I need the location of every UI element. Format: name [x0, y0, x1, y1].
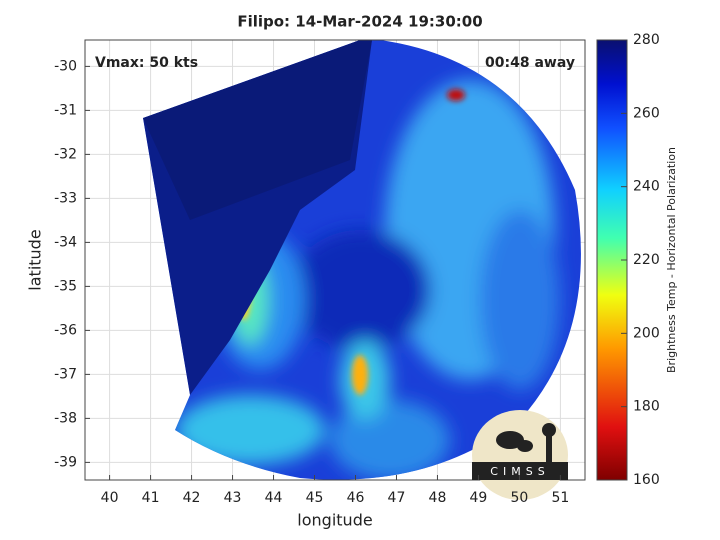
x-tick-label: 43 — [224, 490, 242, 506]
x-tick-label: 47 — [388, 490, 406, 506]
x-tick-label: 44 — [265, 490, 283, 506]
colorbar-tick-label: 220 — [633, 252, 660, 268]
colorbar-tick-label: 200 — [633, 325, 660, 341]
colorbar-tick-label: 280 — [633, 32, 660, 48]
x-tick-label: 51 — [551, 490, 569, 506]
y-tick-label: -37 — [54, 366, 77, 382]
x-tick-label: 46 — [347, 490, 365, 506]
x-tick-label: 50 — [511, 490, 529, 506]
y-tick-label: -36 — [54, 322, 77, 338]
y-tick-label: -39 — [54, 454, 77, 470]
colorbar-label: Brightness Temp - Horizontal Polarizatio… — [665, 147, 678, 373]
x-tick-label: 49 — [470, 490, 488, 506]
x-tick-label: 40 — [101, 490, 119, 506]
y-tick-label: -31 — [54, 102, 77, 118]
y-tick-label: -35 — [54, 278, 77, 294]
x-axis-label: longitude — [297, 511, 372, 530]
x-tick-label: 48 — [429, 490, 447, 506]
logo: CIMSS — [472, 410, 568, 500]
colorbar-tick-label: 260 — [633, 105, 660, 121]
colorbar-tick-label: 240 — [633, 179, 660, 195]
colorbar-tick-label: 160 — [633, 472, 660, 488]
annotation: 00:48 away — [485, 55, 575, 71]
imagery — [143, 40, 581, 480]
y-tick-label: -30 — [54, 58, 77, 74]
y-tick-label: -34 — [54, 234, 77, 250]
x-tick-label: 42 — [183, 490, 201, 506]
colorbar-tick-label: 180 — [633, 399, 660, 415]
x-tick-label: 45 — [306, 490, 324, 506]
y-tick-label: -33 — [54, 190, 77, 206]
y-tick-label: -38 — [54, 410, 77, 426]
logo-text: CIMSS — [490, 465, 549, 478]
y-axis-label: latitude — [26, 229, 45, 290]
y-tick-label: -32 — [54, 146, 77, 162]
plot-frame — [84, 39, 586, 481]
annotation: Vmax: 50 kts — [95, 55, 198, 71]
x-tick-label: 41 — [142, 490, 160, 506]
chart-title: Filipo: 14-Mar-2024 19:30:00 — [237, 13, 482, 31]
